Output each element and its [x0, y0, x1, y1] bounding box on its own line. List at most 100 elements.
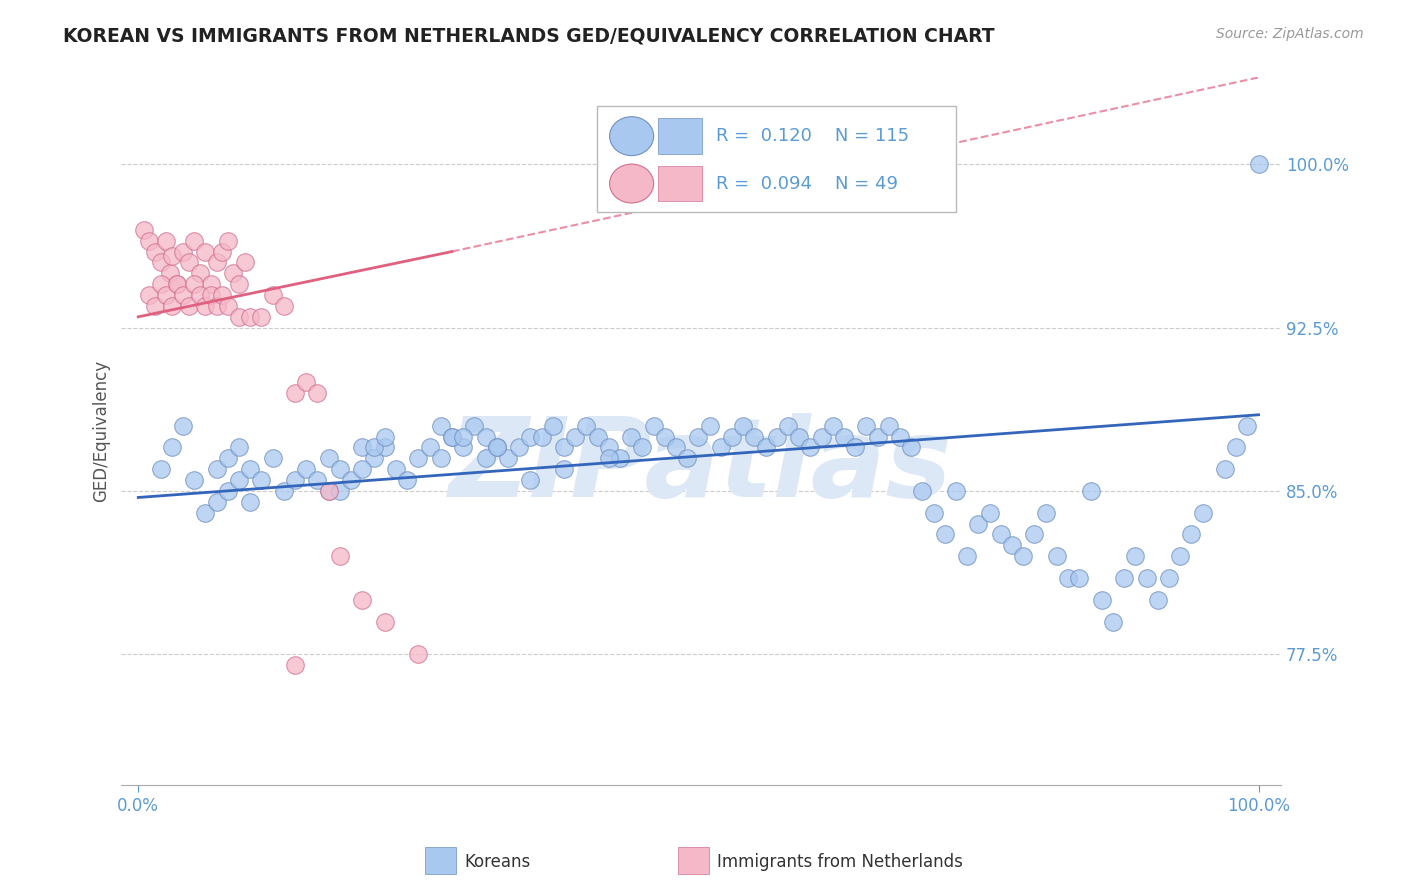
- Point: [143, 299, 166, 313]
- Point: [733, 418, 755, 433]
- Point: [1247, 157, 1270, 171]
- Point: [485, 441, 508, 455]
- Point: [352, 441, 374, 455]
- Point: [676, 451, 699, 466]
- Point: [1057, 571, 1080, 585]
- Point: [564, 429, 586, 443]
- Point: [188, 266, 211, 280]
- Point: [1035, 506, 1057, 520]
- Point: [408, 451, 430, 466]
- Point: [211, 288, 233, 302]
- Point: [575, 418, 598, 433]
- Point: [239, 310, 262, 324]
- Point: [295, 462, 318, 476]
- Point: [284, 473, 307, 487]
- Point: [205, 255, 228, 269]
- Point: [318, 483, 340, 498]
- Point: [273, 299, 295, 313]
- Point: [766, 429, 789, 443]
- Point: [217, 483, 239, 498]
- Point: [945, 483, 967, 498]
- Point: [844, 441, 866, 455]
- Point: [200, 288, 222, 302]
- Point: [239, 495, 262, 509]
- Point: [866, 429, 889, 443]
- Point: [160, 441, 183, 455]
- Text: Koreans: Koreans: [464, 853, 530, 871]
- Point: [530, 429, 553, 443]
- Point: [284, 658, 307, 673]
- Point: [787, 429, 810, 443]
- Text: Immigrants from Netherlands: Immigrants from Netherlands: [717, 853, 963, 871]
- Point: [217, 451, 239, 466]
- Point: [755, 441, 778, 455]
- Point: [922, 506, 945, 520]
- Point: [821, 418, 844, 433]
- Point: [211, 244, 233, 259]
- Point: [956, 549, 979, 564]
- Point: [1213, 462, 1236, 476]
- Point: [553, 441, 575, 455]
- Point: [429, 451, 451, 466]
- Point: [166, 277, 188, 292]
- Point: [132, 223, 155, 237]
- Point: [631, 441, 654, 455]
- Point: [1046, 549, 1069, 564]
- Point: [318, 483, 340, 498]
- Point: [262, 288, 284, 302]
- Point: [598, 451, 620, 466]
- Point: [1168, 549, 1191, 564]
- Point: [307, 386, 329, 401]
- Point: [855, 418, 877, 433]
- Point: [1012, 549, 1035, 564]
- Point: [160, 299, 183, 313]
- Point: [177, 255, 200, 269]
- Point: [1123, 549, 1146, 564]
- Point: [222, 266, 245, 280]
- Point: [239, 462, 262, 476]
- Point: [352, 592, 374, 607]
- Point: [1091, 592, 1114, 607]
- Text: R =  0.120    N = 115: R = 0.120 N = 115: [716, 128, 910, 145]
- Point: [463, 418, 485, 433]
- Point: [374, 615, 396, 629]
- Point: [307, 473, 329, 487]
- Point: [418, 441, 440, 455]
- Point: [188, 288, 211, 302]
- Point: [228, 277, 250, 292]
- Point: [166, 277, 188, 292]
- Point: [474, 451, 496, 466]
- Point: [205, 299, 228, 313]
- Point: [496, 451, 519, 466]
- Point: [519, 429, 541, 443]
- Point: [329, 483, 352, 498]
- Point: [1069, 571, 1091, 585]
- Point: [374, 429, 396, 443]
- Text: R =  0.094    N = 49: R = 0.094 N = 49: [716, 175, 898, 193]
- Point: [149, 462, 172, 476]
- Point: [553, 462, 575, 476]
- Point: [979, 506, 1001, 520]
- Point: [440, 429, 463, 443]
- Point: [721, 429, 744, 443]
- Point: [900, 441, 922, 455]
- Point: [710, 441, 733, 455]
- Point: [155, 234, 177, 248]
- Point: [396, 473, 419, 487]
- Point: [194, 506, 217, 520]
- Point: [155, 288, 177, 302]
- Point: [1102, 615, 1125, 629]
- Point: [228, 441, 250, 455]
- Point: [160, 249, 183, 263]
- Point: [776, 418, 799, 433]
- Point: [609, 451, 631, 466]
- Point: [143, 244, 166, 259]
- Point: [385, 462, 408, 476]
- Point: [1146, 592, 1168, 607]
- Point: [699, 418, 721, 433]
- Text: KOREAN VS IMMIGRANTS FROM NETHERLANDS GED/EQUIVALENCY CORRELATION CHART: KOREAN VS IMMIGRANTS FROM NETHERLANDS GE…: [63, 27, 995, 45]
- Point: [541, 418, 564, 433]
- Point: [665, 441, 688, 455]
- Point: [172, 288, 194, 302]
- Point: [250, 473, 273, 487]
